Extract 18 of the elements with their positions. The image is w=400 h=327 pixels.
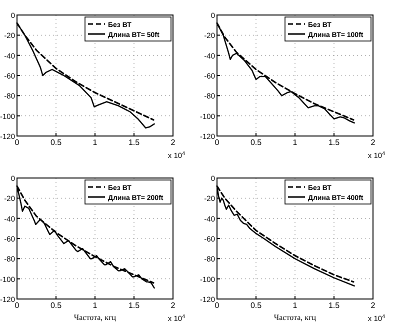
x-tick-label: 2 (170, 301, 176, 310)
x-tick-label: 1 (292, 138, 298, 147)
x-tick-label: 2 (370, 301, 376, 310)
x-tick-label: 2 (370, 138, 376, 147)
x-tick-label: 0.5 (50, 301, 62, 310)
x-tick-label: 2 (170, 138, 176, 147)
x-tick-label: 1.5 (128, 301, 140, 310)
x-axis-title: Частота, кгц (274, 313, 317, 322)
x-tick-label: 1 (92, 301, 98, 310)
x-tick-label: 1.5 (328, 138, 340, 147)
x-tick-label: 1.5 (328, 301, 340, 310)
x-tick-label: 0.5 (50, 138, 62, 147)
x-tick-label: 0.5 (250, 138, 262, 147)
x-tick-label: 0.5 (250, 301, 262, 310)
x-tick-label: 1 (292, 301, 298, 310)
x-tick-label: 1 (92, 138, 98, 147)
x-axis-title: Частота, кгц (74, 313, 117, 322)
x-tick-label: 1.5 (128, 138, 140, 147)
